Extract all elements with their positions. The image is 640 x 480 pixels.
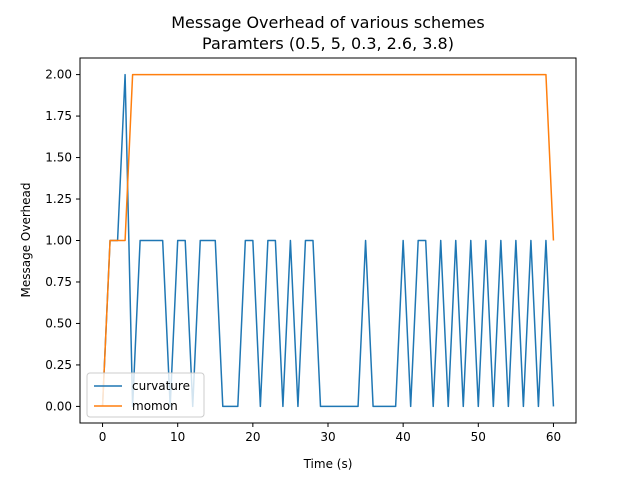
- legend: curvature momon: [86, 372, 205, 418]
- y-tick-label: 0.00: [45, 399, 72, 413]
- legend-label-momon: momon: [132, 399, 178, 413]
- y-tick-label: 1.25: [45, 192, 72, 206]
- x-axis-ticks: 0 10 20 30 40 50 60: [99, 423, 561, 444]
- plot-lines: [101, 73, 555, 408]
- series-line-momon: [101, 73, 555, 407]
- y-tick-label: 0.50: [45, 316, 72, 330]
- y-tick-label: 0.75: [45, 275, 72, 289]
- y-axis-ticks: 0.00 0.25 0.50 0.75 1.00 1.25 1.50 1.75 2.00: [45, 68, 80, 413]
- chart-subtitle: Paramters (0.5, 5, 0.3, 2.6, 3.8): [202, 34, 454, 53]
- y-tick-label: 1.00: [45, 234, 72, 248]
- y-axis-label: Message Overhead: [19, 182, 33, 297]
- y-tick-label: 1.75: [45, 109, 72, 123]
- x-tick-label: 50: [471, 430, 486, 444]
- x-tick-label: 40: [396, 430, 411, 444]
- y-tick-label: 1.50: [45, 151, 72, 165]
- x-tick-label: 0: [99, 430, 107, 444]
- x-tick-label: 60: [546, 430, 561, 444]
- y-tick-label: 2.00: [45, 68, 72, 82]
- x-tick-label: 20: [245, 430, 260, 444]
- x-axis-label: Time (s): [303, 457, 353, 471]
- y-tick-label: 0.25: [45, 358, 72, 372]
- x-tick-label: 30: [320, 430, 335, 444]
- legend-label-curvature: curvature: [132, 379, 190, 393]
- chart-title: Message Overhead of various schemes: [171, 13, 484, 32]
- x-tick-label: 10: [170, 430, 185, 444]
- series-line-curvature: [101, 73, 555, 408]
